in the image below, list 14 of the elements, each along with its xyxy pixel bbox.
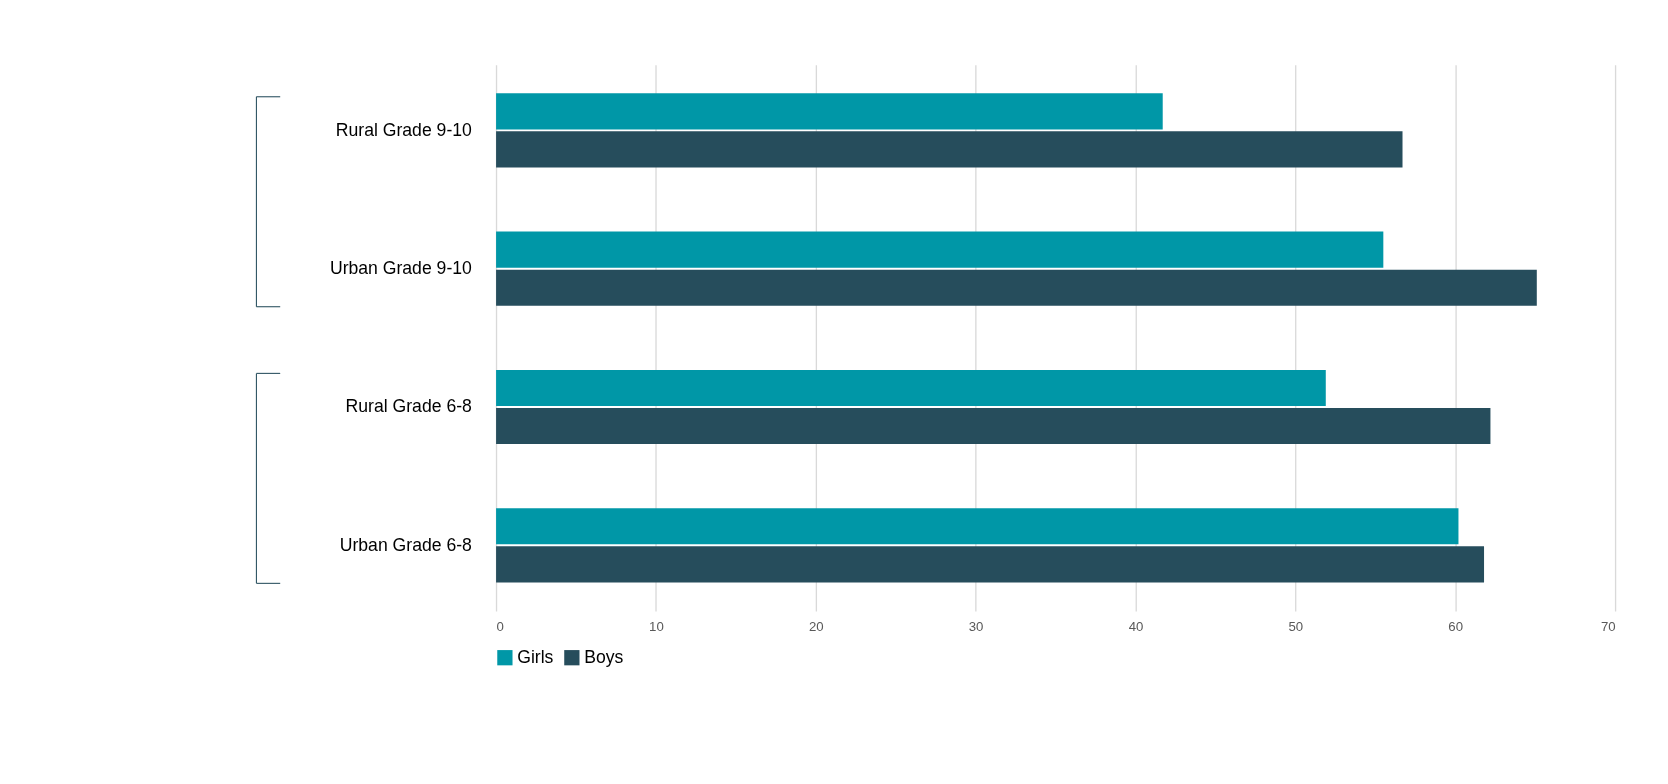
x-tick-label: 60 <box>1448 618 1464 634</box>
y-tick-label: Urban Grade 6-8 <box>339 534 473 555</box>
y-tick-label: Rural Grade 6-8 <box>345 396 473 417</box>
x-tick-label: 40 <box>1128 618 1144 634</box>
x-tick-label: 30 <box>968 618 984 634</box>
x-tick-label: 70 <box>1600 618 1616 634</box>
y-tick-label: Rural Grade 9-10 <box>335 119 473 140</box>
x-tick-label: 0 <box>496 618 504 634</box>
legend-label: Boys <box>584 646 624 667</box>
x-tick-label: 20 <box>808 618 824 634</box>
x-tick-label: 10 <box>649 618 664 634</box>
legend-label: Girls <box>517 646 554 667</box>
y-tick-label: Urban Grade 9-10 <box>329 257 473 278</box>
x-tick-label: 50 <box>1288 618 1304 634</box>
